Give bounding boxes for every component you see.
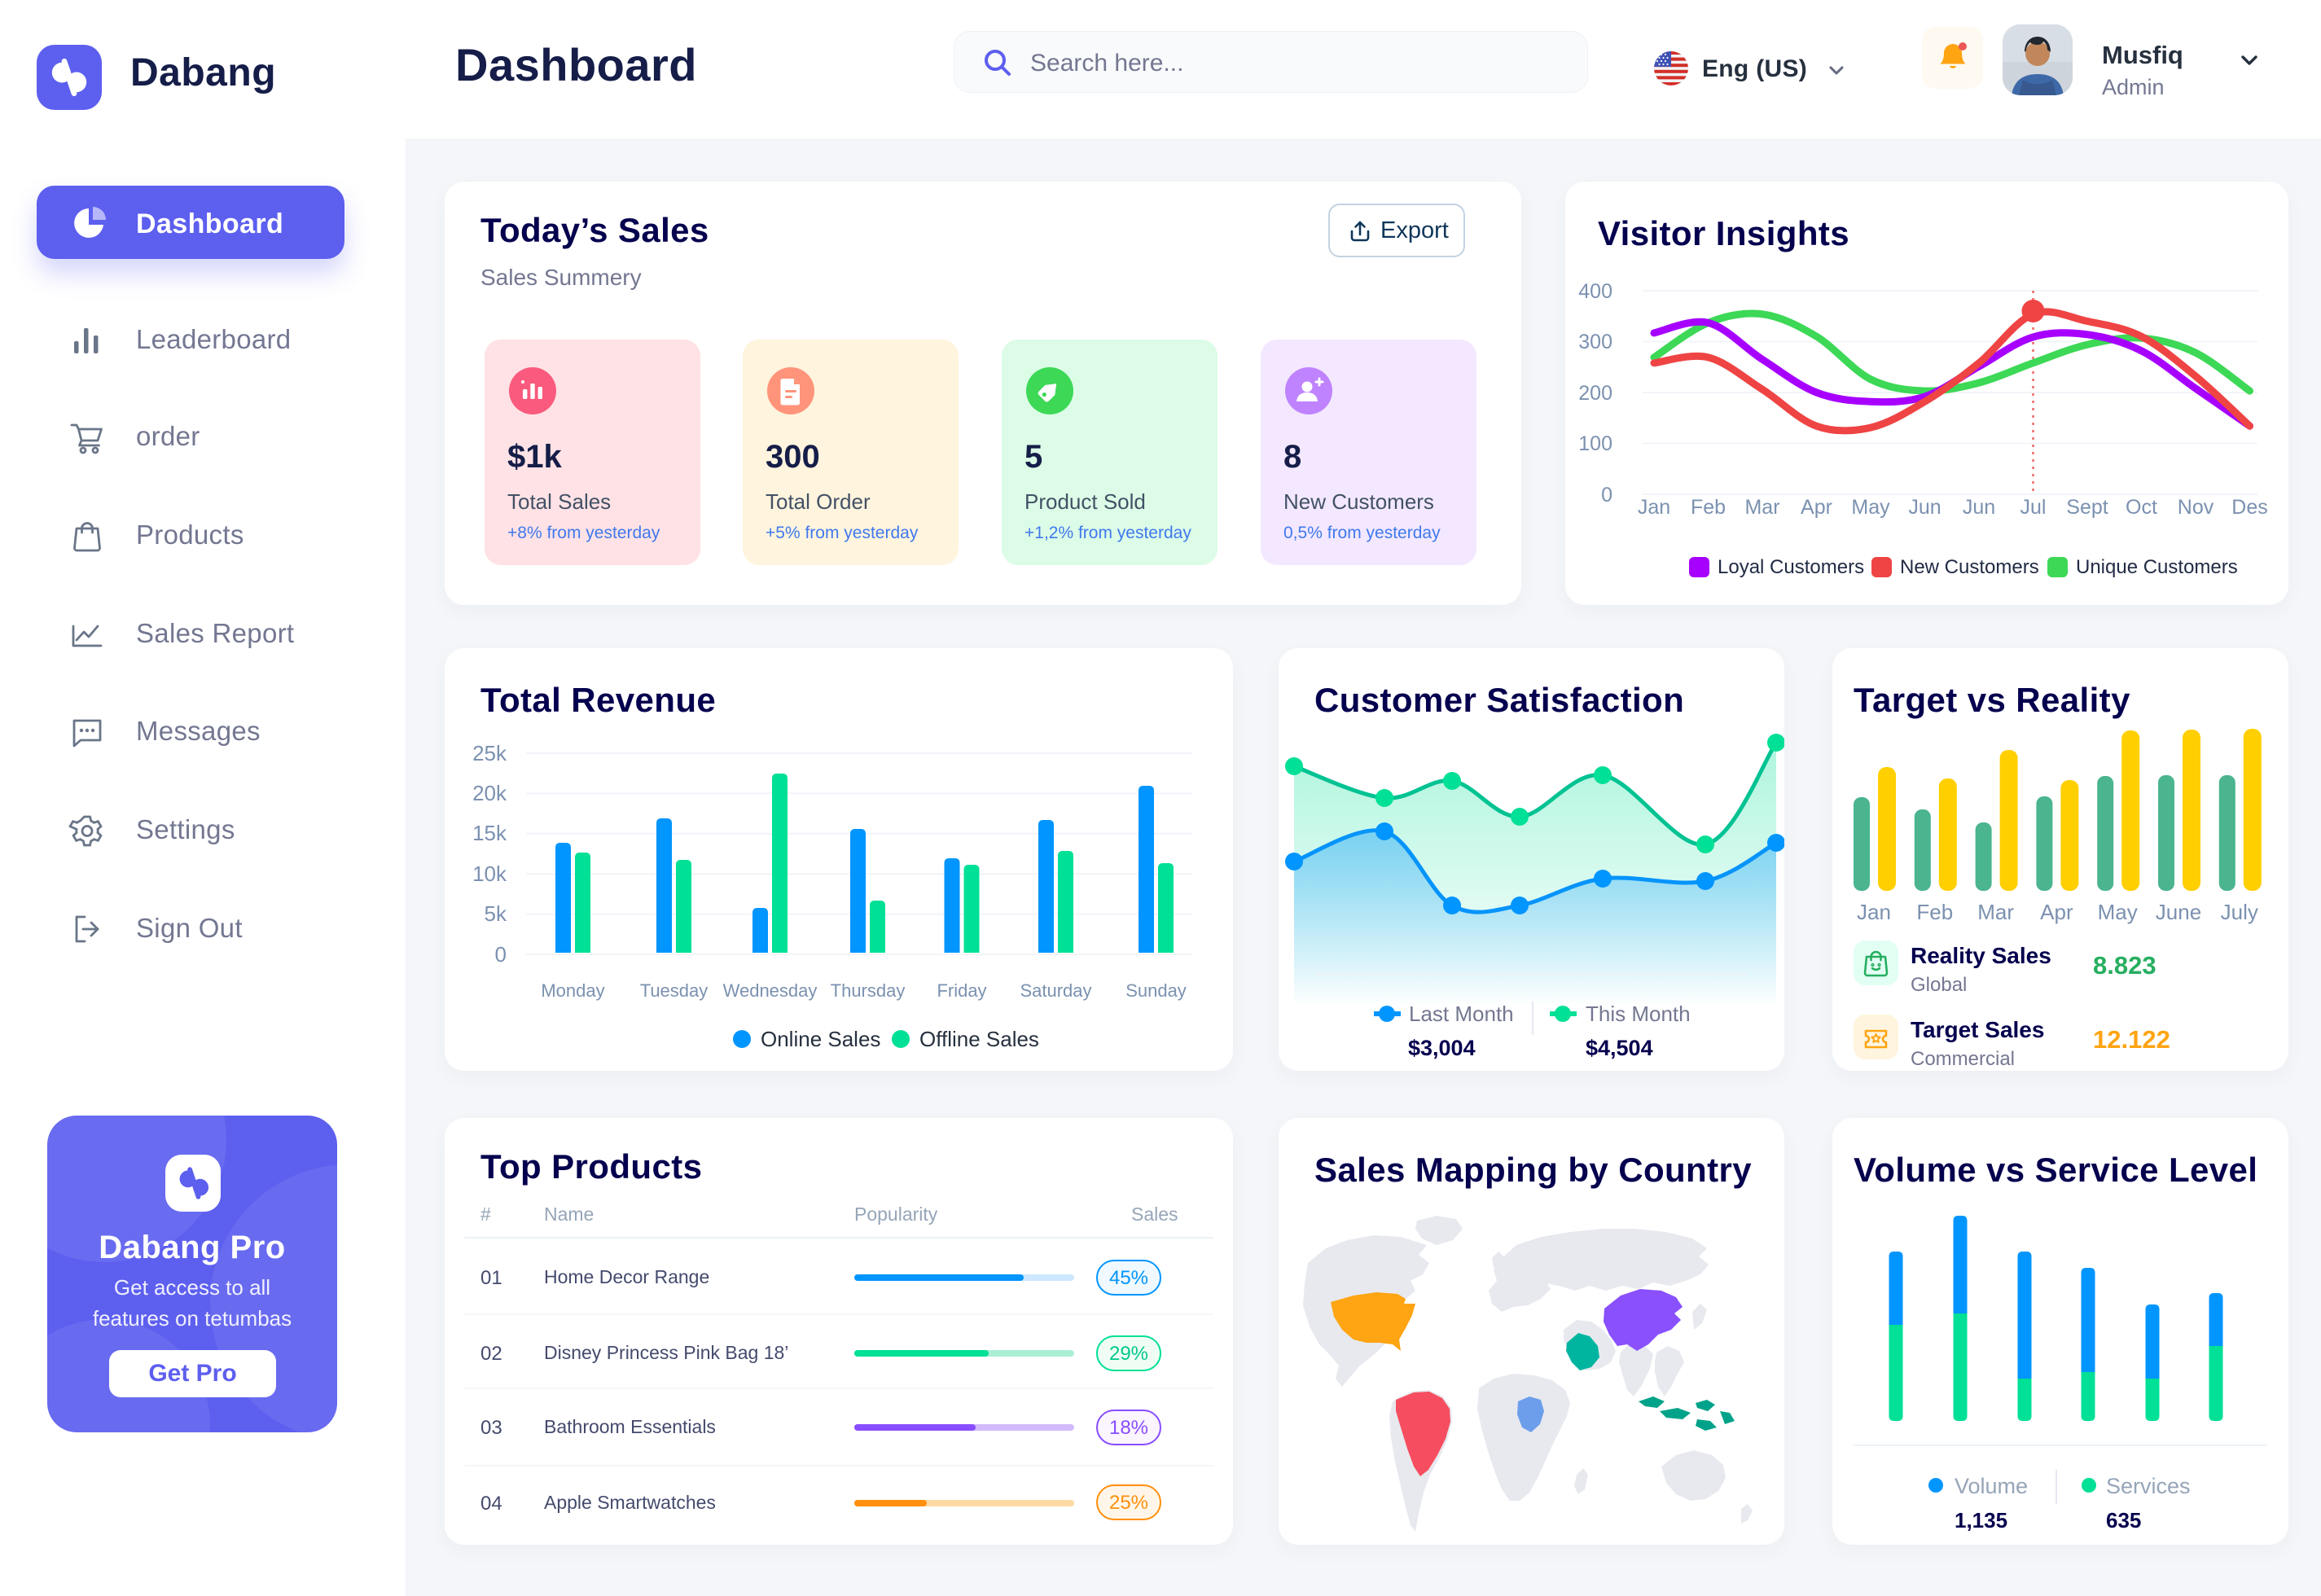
svg-text:Online Sales: Online Sales <box>761 1027 880 1051</box>
svg-text:5k: 5k <box>485 901 507 926</box>
svg-text:July: July <box>2221 900 2258 924</box>
svg-text:400: 400 <box>1578 280 1612 303</box>
svg-text:Oct: Oct <box>2126 496 2157 519</box>
svg-text:Saturday: Saturday <box>1020 980 1091 1001</box>
svg-text:May: May <box>2098 900 2138 924</box>
svg-text:25k: 25k <box>472 741 507 765</box>
svg-text:10k: 10k <box>472 862 507 886</box>
svg-text:New Customers: New Customers <box>1900 556 2039 578</box>
svg-text:Sunday: Sunday <box>1125 980 1187 1001</box>
svg-text:Volume: Volume <box>1955 1474 2028 1498</box>
svg-text:Loyal Customers: Loyal Customers <box>1718 556 1864 578</box>
svg-text:635: 635 <box>2106 1508 2141 1532</box>
svg-text:Nov: Nov <box>2178 496 2214 519</box>
svg-text:June: June <box>2156 900 2201 924</box>
svg-text:Feb: Feb <box>1916 900 1953 924</box>
svg-text:Sept: Sept <box>2066 496 2108 519</box>
svg-text:Thursday: Thursday <box>831 980 906 1001</box>
svg-text:Jun: Jun <box>1963 496 1995 519</box>
svg-text:Feb: Feb <box>1691 496 1726 519</box>
svg-text:Wednesday: Wednesday <box>723 980 818 1001</box>
svg-text:15k: 15k <box>472 821 507 845</box>
svg-text:20k: 20k <box>472 781 507 805</box>
svg-text:0: 0 <box>495 942 507 967</box>
svg-text:Services: Services <box>2106 1474 2191 1498</box>
svg-text:Jul: Jul <box>2020 496 2047 519</box>
svg-text:This Month: This Month <box>1586 1002 1691 1026</box>
svg-text:Mar: Mar <box>1744 496 1779 519</box>
svg-text:100: 100 <box>1578 432 1612 455</box>
svg-text:Jan: Jan <box>1857 900 1891 924</box>
svg-text:Tuesday: Tuesday <box>640 980 709 1001</box>
svg-text:Apr: Apr <box>1801 496 1832 519</box>
svg-text:300: 300 <box>1578 331 1612 353</box>
svg-text:Des: Des <box>2231 496 2267 519</box>
svg-text:Jun: Jun <box>1908 496 1941 519</box>
svg-text:0: 0 <box>1601 484 1612 506</box>
svg-text:$3,004: $3,004 <box>1408 1036 1476 1060</box>
svg-text:Mar: Mar <box>1977 900 2014 924</box>
svg-text:Monday: Monday <box>541 980 604 1001</box>
svg-text:1,135: 1,135 <box>1955 1508 2007 1532</box>
svg-text:Apr: Apr <box>2040 900 2073 924</box>
svg-text:May: May <box>1851 496 1890 519</box>
svg-text:Jan: Jan <box>1638 496 1670 519</box>
svg-text:Friday: Friday <box>937 980 986 1001</box>
svg-text:$4,504: $4,504 <box>1586 1036 1653 1060</box>
svg-text:Offline Sales: Offline Sales <box>919 1027 1039 1051</box>
svg-text:Unique Customers: Unique Customers <box>2076 556 2238 578</box>
svg-text:200: 200 <box>1578 382 1612 405</box>
svg-text:Last Month: Last Month <box>1409 1002 1514 1026</box>
